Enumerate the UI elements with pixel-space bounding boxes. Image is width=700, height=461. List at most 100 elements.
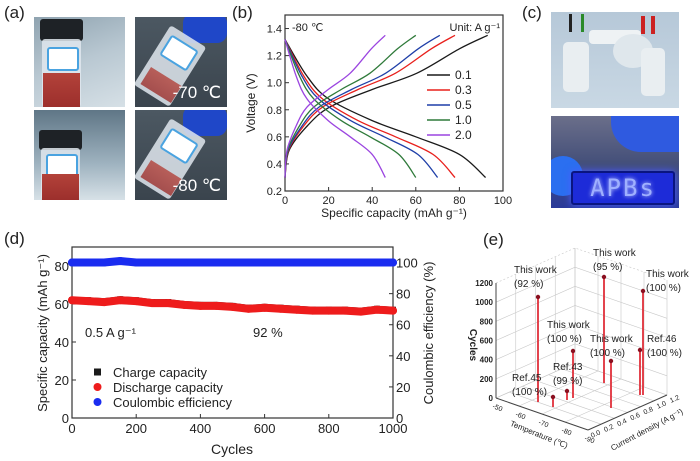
curve-discharge-2.0 [284,39,386,178]
grid-line [535,380,628,413]
y-tick-label: 0.8 [267,105,282,117]
curve-discharge-0.3 [284,39,456,178]
legend-label: 0.5 [455,98,472,112]
y2-tick-label: 80 [396,287,410,302]
data-point-discharge [196,301,205,310]
y-tick-label: 0.6 [267,132,282,144]
legend-label: 0.1 [455,68,472,82]
x-tick-label: 0 [68,421,75,436]
photo-vial-minus80: -80 ℃ [135,110,227,200]
photo-led-display: APBs [551,116,679,208]
point-retention: (100 %) [646,283,681,294]
y2-tick-label: 60 [396,318,410,333]
data-point-ce [196,258,205,267]
x-tick-label: 600 [254,421,276,436]
z-tick-label: 800 [480,317,494,326]
data-point-discharge [132,297,141,306]
x-axis-label: Specific capacity (mAh g⁻¹) [321,206,467,220]
point-label: This work [514,265,558,276]
data-point-ce [356,258,365,267]
point-label: This work [547,320,591,331]
y-tick-label: 1.2 [669,394,681,404]
z-tick-label: 1000 [475,298,493,307]
grid-line [495,247,668,284]
photo-vial-frozen [34,110,125,200]
photo-vial-minus70: -70 ℃ [135,17,227,107]
point-label: This work [646,269,690,280]
data-point-discharge [116,296,125,305]
curve-discharge-1.0 [284,39,417,178]
y-tick-label: 1.2 [267,51,282,63]
point-retention: (100 %) [647,348,682,359]
data-point [564,388,570,394]
y2-axis-label: Coulombic efficiency (%) [421,262,436,405]
data-point-ce [116,256,125,265]
legend-marker [94,368,101,376]
legend-label: 2.0 [455,128,472,142]
data-point-discharge [276,304,285,313]
x-axis-label: Cycles [211,441,253,457]
retention-annotation: 92 % [253,325,283,340]
point-retention: (100 %) [590,348,625,359]
data-point [637,347,643,353]
plot-frame [284,14,504,192]
data-point-discharge [356,307,365,316]
data-point-ce [389,258,397,267]
data-point-ce [100,258,109,267]
legend-label: Coulombic efficiency [113,395,232,410]
x-tick-label: 200 [125,421,147,436]
panel-label-d: (d) [4,229,25,248]
legend-label: Discharge capacity [113,380,223,395]
voltage-profile-chart: 0 20 40 60 80 100 0.2 0.4 0.6 0.8 1.0 1.2 1.4 Specifi… [244,14,512,220]
y-tick-label: 60 [55,297,69,312]
data-point-discharge [148,299,157,308]
panel-label-a: (a) [4,3,25,22]
y-axis-label: Voltage (V) [244,73,258,132]
data-point-discharge [292,305,301,314]
data-point-ce [372,258,381,267]
cycling-chart: 0 200 400 600 800 1000020406080020406080100Cy… [35,246,436,457]
y-axis [587,394,668,431]
point-retention: (99 %) [553,376,582,387]
y-tick-label: 20 [55,373,69,388]
data-point-discharge [340,306,349,315]
data-point-discharge [84,297,93,306]
x-tick-label: -70 [537,419,549,429]
data-point-ce [340,258,349,267]
data-point-ce [132,258,141,267]
y2-tick-label: 40 [396,349,410,364]
x-tick-label: 0 [282,195,288,207]
curve-charge-1.0 [284,34,417,178]
data-point-ce [244,258,253,267]
legend-marker [93,383,102,391]
y-axis-label: Specific capacity (mAh g⁻¹) [35,254,50,412]
data-point-discharge [228,302,237,311]
photo-vial-room [34,17,125,107]
y2-tick-label: 20 [396,380,410,395]
x-tick-label: -60 [514,411,526,421]
data-point-discharge [308,306,317,315]
y-tick-label: 1.0 [656,400,668,410]
caption-minus70: -70 ℃ [172,83,221,102]
legend-label: Charge capacity [113,365,207,380]
z-axis-label: Cycles [467,329,478,362]
data-point-discharge [212,301,221,310]
data-point-discharge [180,300,189,309]
photo-cell-setup [551,12,679,108]
data-point-ce [164,258,173,267]
plot-frame [71,246,394,419]
data-point-ce [180,258,189,267]
legend-marker [93,398,102,406]
curve-discharge-0.1 [284,39,487,178]
y-tick-label: 80 [55,259,69,274]
point-retention: (100 %) [512,387,547,398]
data-point [601,274,607,280]
grid-line [561,368,654,402]
y-tick-label: 0.4 [616,418,628,428]
data-point-ce [84,258,93,267]
data-point-discharge [260,303,269,312]
x-tick-label: 100 [494,195,512,207]
legend-label: 0.3 [455,83,472,97]
data-point-discharge [372,305,381,314]
